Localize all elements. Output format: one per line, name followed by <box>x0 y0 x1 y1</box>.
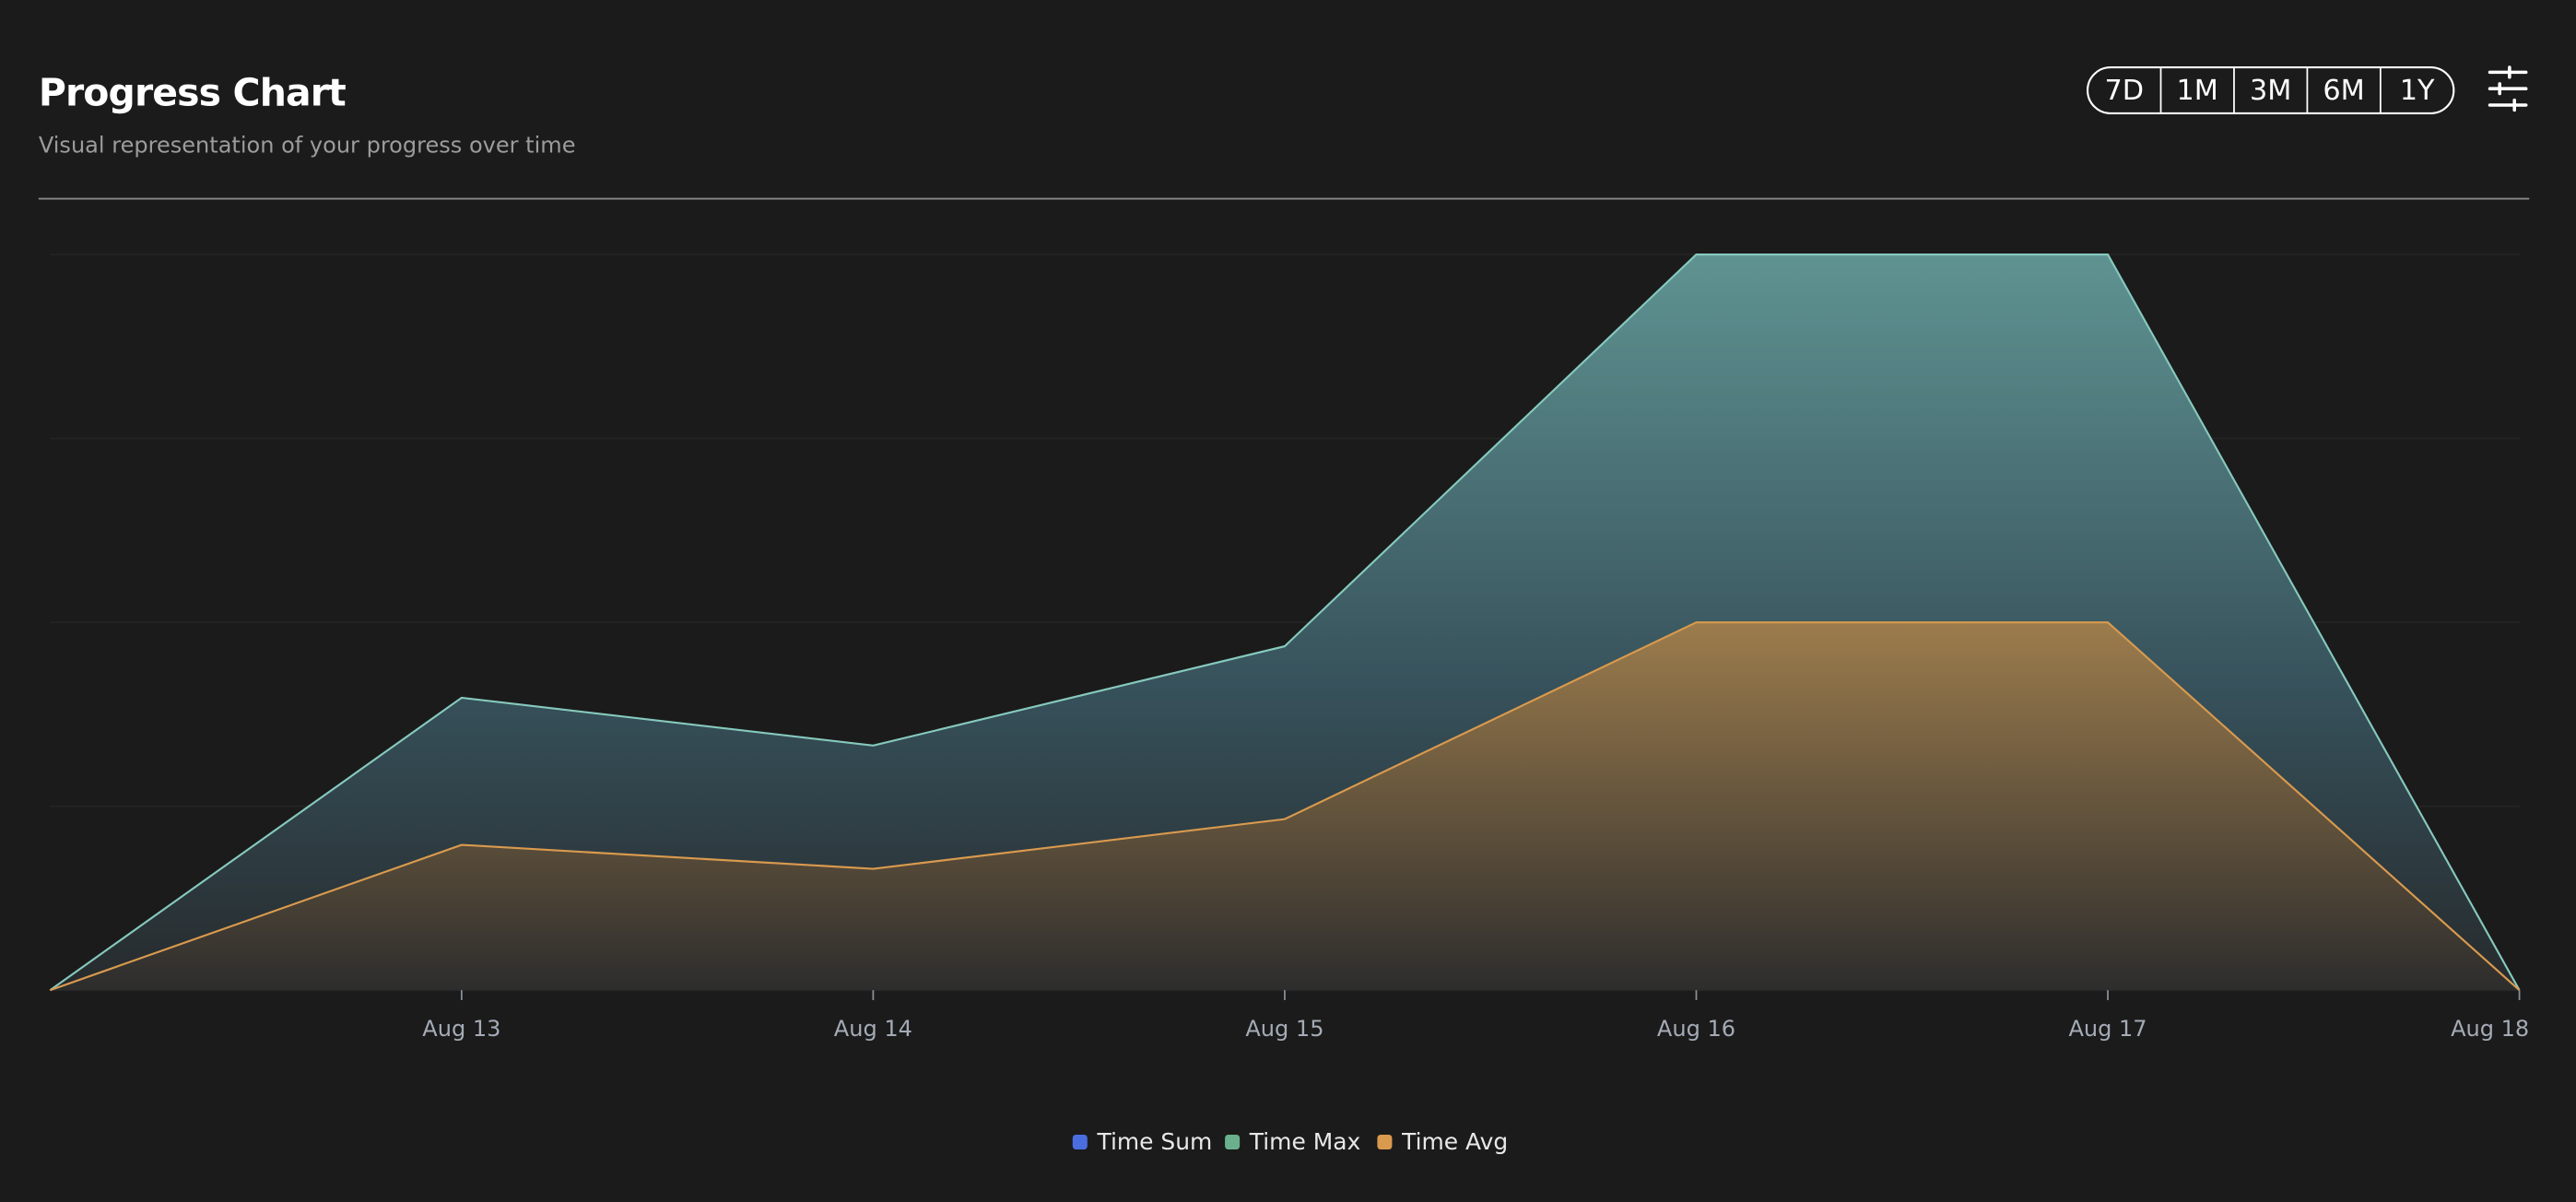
range-button[interactable]: 3M <box>2234 67 2307 113</box>
title: Progress Chart <box>39 70 346 114</box>
range-button[interactable]: 6M <box>2307 67 2380 113</box>
x-tick-label: Aug 18 <box>2451 1016 2529 1042</box>
x-tick-label: Aug 15 <box>1245 1016 1323 1042</box>
legend: Time Sum Time Max Time Avg <box>1072 1128 1508 1155</box>
button-label[interactable]: 3M <box>2250 75 2291 107</box>
range-buttons: 7D 1M 3M 6M 1Y <box>2088 67 2453 113</box>
legend-label: Time Avg <box>1401 1128 1508 1155</box>
button-label[interactable]: 6M <box>2323 75 2364 107</box>
legend-swatch <box>1377 1134 1393 1149</box>
button-label[interactable]: 1M <box>2177 75 2218 107</box>
button-label[interactable]: 1Y <box>2400 75 2435 107</box>
filter-icon[interactable] <box>2488 65 2528 112</box>
x-tick-label: Aug 13 <box>422 1016 500 1042</box>
legend-swatch <box>1072 1134 1088 1149</box>
legend-label: Time Max <box>1249 1128 1360 1155</box>
subtitle: Visual representation of your progress o… <box>39 133 576 159</box>
area <box>50 622 2520 991</box>
x-tick-label: Aug 14 <box>834 1016 912 1042</box>
legend-swatch <box>1225 1134 1241 1149</box>
range-button[interactable]: 1M <box>2161 67 2234 113</box>
x-tick-label: Aug 16 <box>1657 1016 1735 1042</box>
range-button[interactable]: 7D <box>2088 67 2160 113</box>
range-button[interactable]: 1Y <box>2381 67 2453 113</box>
plot: Aug 13 Aug 14 Aug 15 Aug 16 Aug 17 Aug 18 <box>49 253 2529 1042</box>
range-group <box>2086 65 2455 114</box>
legend-label: Time Sum <box>1096 1128 1212 1155</box>
x-tick-label: Aug 17 <box>2068 1016 2147 1042</box>
line <box>49 253 2521 992</box>
line <box>49 621 2521 992</box>
button-label[interactable]: 7D <box>2104 75 2144 107</box>
